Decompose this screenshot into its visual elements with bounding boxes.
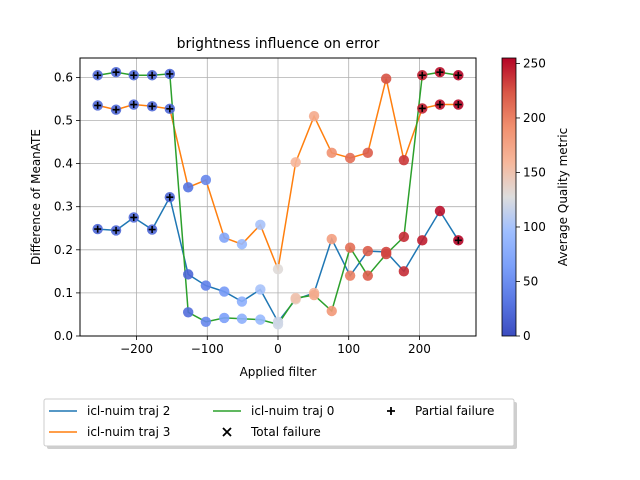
partial-failure-marker <box>94 225 102 233</box>
x-axis-label: Applied filter <box>240 365 317 379</box>
data-point <box>398 154 410 166</box>
colorbar-tick-label: 50 <box>523 274 538 288</box>
y-tick-label: 0.5 <box>54 113 73 127</box>
partial-failure-marker <box>148 226 156 234</box>
x-tick-label: 200 <box>408 342 431 356</box>
data-point <box>255 284 266 295</box>
data-point <box>326 233 337 245</box>
legend-x-marker <box>222 427 232 437</box>
legend: icl-nuim traj 2 icl-nuim traj 3 icl-nuim t… <box>43 398 517 449</box>
data-point <box>219 286 230 297</box>
partial-failure-marker <box>454 71 462 79</box>
data-point <box>344 152 356 164</box>
chart-title: brightness influence on error <box>177 36 380 52</box>
y-tick-label: 0.0 <box>54 329 73 343</box>
legend-label: Partial failure <box>415 404 494 418</box>
colorbar-label: Average Quality metric <box>556 128 570 266</box>
data-point <box>236 238 248 250</box>
data-point <box>417 235 428 246</box>
colorbar-tick-label: 0 <box>523 329 531 343</box>
data-point <box>182 182 194 193</box>
data-point <box>290 157 301 168</box>
legend-label: Total failure <box>250 425 321 439</box>
y-tick-label: 0.6 <box>54 70 73 84</box>
colorbar-ticks: 0 50 100 150 200 250 <box>516 56 546 343</box>
data-point <box>362 245 374 257</box>
data-point <box>236 313 248 324</box>
partial-failure-marker <box>148 102 156 110</box>
data-point <box>326 147 337 159</box>
legend-label: icl-nuim traj 0 <box>251 404 334 418</box>
failure-markers <box>94 68 462 244</box>
data-point <box>344 242 356 253</box>
partial-failure-marker <box>94 101 102 109</box>
data-point <box>362 270 374 281</box>
data-point <box>326 305 337 317</box>
partial-failure-marker <box>454 101 462 109</box>
data-point <box>200 174 212 186</box>
data-point <box>398 231 410 243</box>
data-point <box>380 248 392 260</box>
y-axis-label: Difference of MeanATE <box>29 129 43 265</box>
data-point <box>182 269 194 280</box>
partial-failure-marker <box>454 236 462 244</box>
data-point <box>200 280 212 291</box>
y-tick-label: 0.1 <box>54 286 73 300</box>
partial-failure-marker <box>130 101 138 109</box>
colorbar-tick-label: 100 <box>523 220 546 234</box>
colorbar-tick-label: 250 <box>523 56 546 70</box>
partial-failure-marker <box>130 213 138 221</box>
data-point <box>255 219 266 230</box>
data-point <box>362 147 374 159</box>
partial-failure-marker <box>436 101 444 109</box>
data-point <box>344 270 356 281</box>
y-tick-label: 0.4 <box>54 157 73 171</box>
partial-failure-marker <box>112 226 120 234</box>
legend-plus-marker <box>387 407 395 415</box>
data-point <box>219 232 230 243</box>
colorbar-tick-label: 150 <box>523 165 546 179</box>
partial-failure-marker <box>166 70 174 78</box>
colorbar <box>501 57 517 337</box>
partial-failure-marker <box>418 104 426 112</box>
partial-failure-marker <box>148 71 156 79</box>
data-point <box>290 292 301 304</box>
partial-failure-marker <box>418 71 426 79</box>
x-tick-label: 100 <box>337 342 360 356</box>
legend-label: icl-nuim traj 2 <box>87 404 170 418</box>
y-tick-label: 0.2 <box>54 243 73 257</box>
data-point <box>236 296 248 307</box>
partial-failure-marker <box>112 106 120 114</box>
data-point <box>434 205 446 217</box>
data-point <box>272 319 284 330</box>
data-point <box>182 307 194 318</box>
x-tick-label: −200 <box>120 342 153 356</box>
colorbar-tick-label: 200 <box>523 111 546 125</box>
partial-failure-marker <box>94 71 102 79</box>
y-axis-ticks: 0.0 0.1 0.2 0.3 0.4 0.5 0.6 <box>54 70 80 343</box>
data-point <box>200 316 212 327</box>
data-point <box>219 312 230 324</box>
x-axis-ticks: −200 −100 0 100 200 <box>120 336 431 356</box>
partial-failure-marker <box>436 68 444 76</box>
data-point <box>398 266 410 277</box>
x-tick-label: −100 <box>191 342 224 356</box>
data-point <box>308 289 320 301</box>
grid-lines <box>80 58 476 337</box>
data-point <box>272 263 284 275</box>
data-point <box>255 314 266 325</box>
partial-failure-marker <box>166 193 174 201</box>
y-tick-label: 0.3 <box>54 200 73 214</box>
partial-failure-marker <box>130 71 138 79</box>
legend-label: icl-nuim traj 3 <box>87 425 170 439</box>
data-point <box>308 110 320 122</box>
partial-failure-marker <box>166 105 174 113</box>
data-point <box>380 73 392 84</box>
x-tick-label: 0 <box>274 342 282 356</box>
partial-failure-marker <box>112 68 120 76</box>
